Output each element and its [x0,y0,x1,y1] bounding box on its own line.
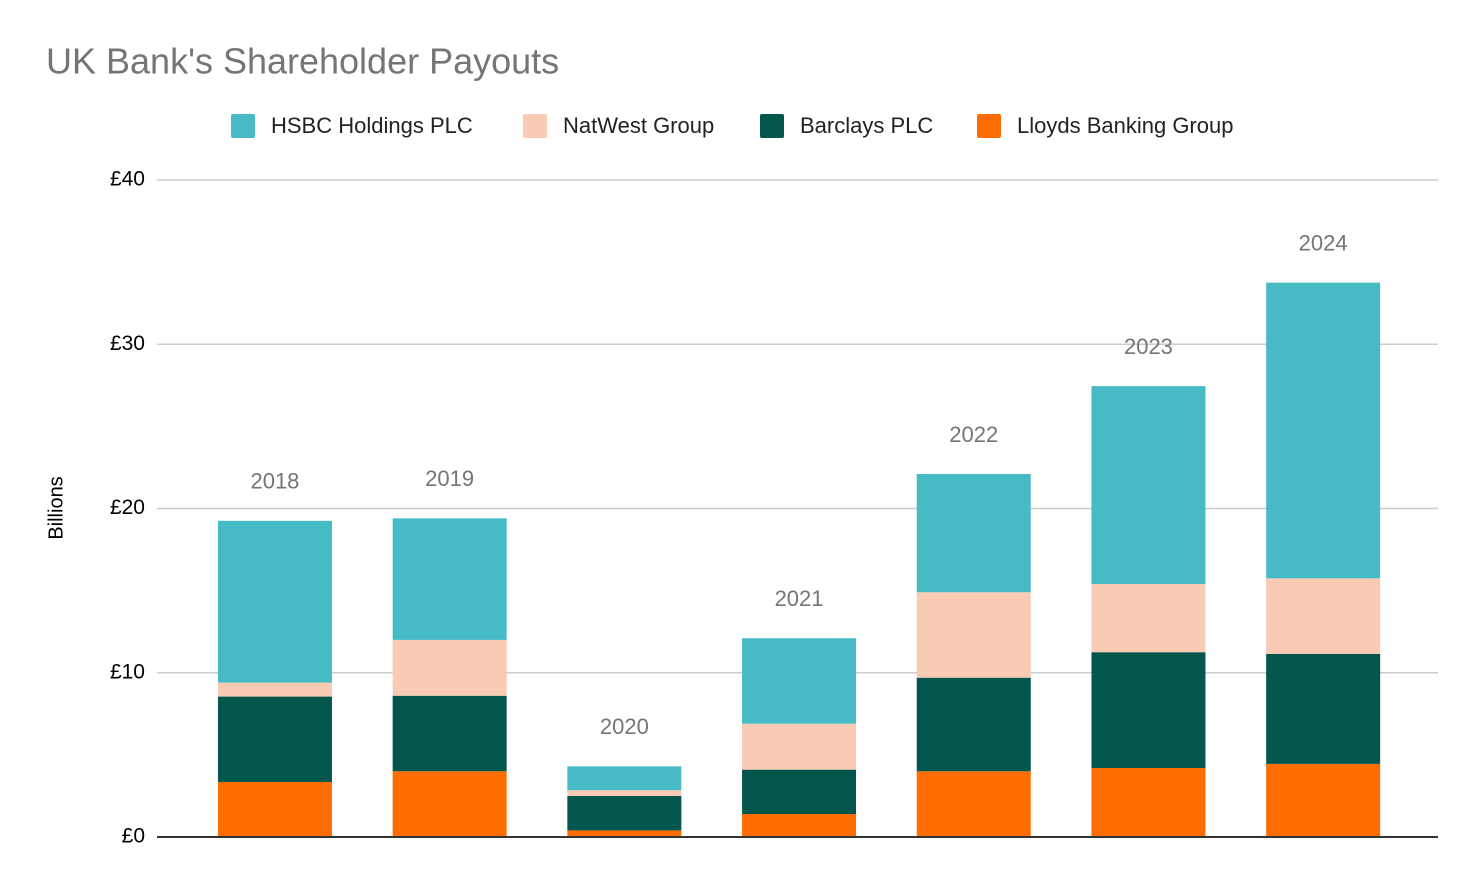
bar-segment [1091,584,1206,653]
y-tick-label: £20 [110,496,145,519]
legend-label: NatWest Group [563,113,714,138]
bar-segment [1266,578,1381,654]
bar-segment [392,639,507,696]
legend-label: Lloyds Banking Group [1017,113,1233,138]
y-tick-label: £30 [110,332,145,355]
bar-segment [1266,282,1381,579]
bar-segment [567,790,682,796]
bar-segment [916,474,1031,593]
legend-label: HSBC Holdings PLC [271,113,473,138]
bar-segment [1266,763,1381,837]
y-tick-label: £40 [110,168,145,191]
bar-segment [1266,653,1381,764]
bar-segment [567,795,682,831]
category-label: 2024 [1299,230,1348,255]
legend-swatch [231,114,255,138]
bar-segment [217,682,332,697]
legend-label: Barclays PLC [800,113,933,138]
bar-segment [392,771,507,837]
bar-segment [916,677,1031,772]
bar-segment [567,830,682,837]
bar-segment [1091,652,1206,769]
category-label: 2021 [775,586,824,611]
bar-segment [392,518,507,640]
y-axis-label: Billions [45,476,67,539]
bar-segment [742,723,857,770]
bar-segment [217,781,332,837]
bar-segment [217,520,332,683]
bar-segment [742,814,857,837]
chart-title: UK Bank's Shareholder Payouts [46,41,559,82]
bar-segment [1091,768,1206,837]
bar-segment [916,592,1031,678]
category-label: 2023 [1124,334,1173,359]
legend-swatch [760,114,784,138]
bar-segment [742,769,857,815]
category-label: 2022 [949,422,998,447]
bar-segment [1091,386,1206,585]
bar-segment [217,696,332,782]
bar-segment [742,638,857,724]
category-label: 2020 [600,714,649,739]
category-label: 2019 [425,466,474,491]
legend-swatch [523,114,547,138]
legend-swatch [977,114,1001,138]
bar-segment [567,766,682,791]
bar-segment [392,695,507,772]
y-tick-label: £10 [110,660,145,683]
category-label: 2018 [250,469,299,494]
bar-segment [916,771,1031,837]
y-tick-label: £0 [122,825,145,848]
